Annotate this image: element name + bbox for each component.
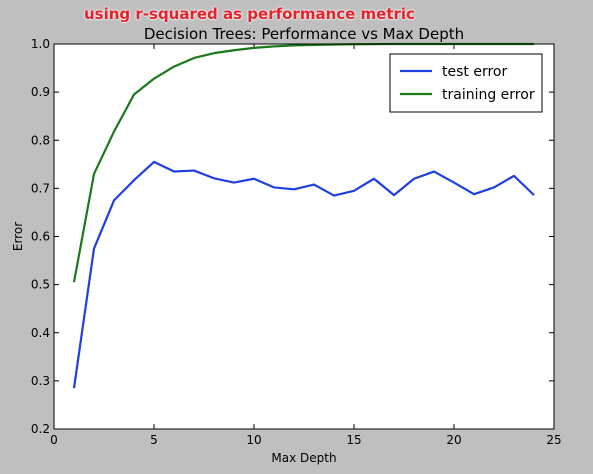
y-tick-label: 1.0 — [31, 37, 50, 51]
y-tick-label: 0.8 — [31, 133, 50, 147]
y-tick-label: 0.2 — [31, 422, 50, 436]
y-tick-label: 0.5 — [31, 278, 50, 292]
chart-title: Decision Trees: Performance vs Max Depth — [144, 25, 464, 43]
y-tick-label: 0.7 — [31, 181, 50, 195]
x-tick-label: 0 — [50, 433, 58, 447]
legend-label-1: training error — [442, 87, 535, 103]
y-axis-label: Error — [11, 222, 25, 251]
x-tick-label: 20 — [446, 433, 461, 447]
y-tick-label: 0.4 — [31, 326, 50, 340]
x-tick-label: 25 — [546, 433, 561, 447]
legend-label-0: test error — [442, 64, 507, 80]
y-tick-label: 0.3 — [31, 374, 50, 388]
series-line-0 — [72, 160, 535, 389]
legend-box — [389, 53, 543, 113]
x-tick-label: 15 — [346, 433, 361, 447]
y-tick-label: 0.9 — [31, 85, 50, 99]
y-tick-label: 0.6 — [31, 230, 50, 244]
plot-frame — [53, 43, 555, 430]
x-tick-label: 10 — [246, 433, 261, 447]
annotation-label: using r-squared as performance metric — [84, 5, 415, 23]
x-axis-label: Max Depth — [271, 451, 336, 465]
x-tick-label: 5 — [150, 433, 158, 447]
